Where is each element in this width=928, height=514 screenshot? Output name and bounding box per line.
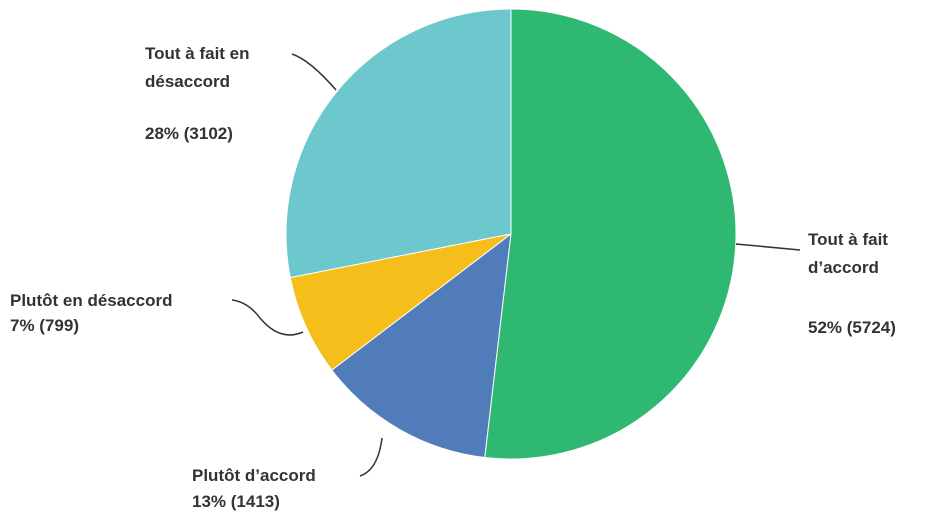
pie-slice bbox=[289, 233, 512, 371]
leader-line bbox=[359, 437, 383, 477]
value-label: 28% (3102) bbox=[145, 124, 233, 143]
category-label: Plutôt en désaccord bbox=[10, 291, 173, 310]
category-label: Tout à fait d’accord bbox=[808, 230, 888, 277]
value-label: 13% (1413) bbox=[192, 492, 280, 511]
pie-slice bbox=[331, 232, 512, 459]
leader-lines bbox=[231, 53, 801, 477]
leader-line bbox=[291, 53, 337, 91]
category-label: Tout à fait en désaccord bbox=[145, 44, 250, 91]
category-label: Plutôt d’accord bbox=[192, 466, 316, 485]
leader-line bbox=[231, 299, 304, 336]
pie-slice bbox=[285, 8, 512, 279]
pie-slice bbox=[484, 8, 737, 460]
value-label: 52% (5724) bbox=[808, 318, 896, 337]
value-label: 7% (799) bbox=[10, 316, 79, 335]
leader-line bbox=[735, 243, 801, 251]
